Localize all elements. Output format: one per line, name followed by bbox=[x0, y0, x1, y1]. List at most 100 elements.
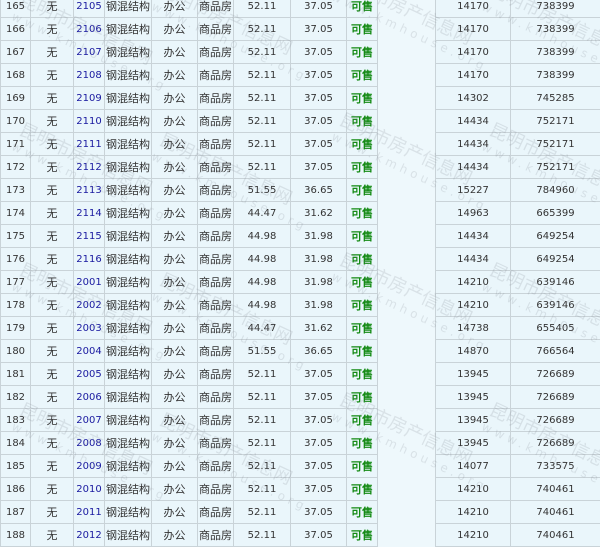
inner-area-cell: 37.05 bbox=[291, 133, 347, 156]
area-cell: 52.11 bbox=[234, 64, 291, 87]
structure-cell: 钢混结构 bbox=[105, 110, 152, 133]
area-cell: 52.11 bbox=[234, 156, 291, 179]
usage-cell: 办公 bbox=[152, 156, 198, 179]
total-price-cell: 738399 bbox=[511, 41, 600, 64]
room-number-link[interactable]: 2002 bbox=[74, 294, 105, 317]
usage-cell: 办公 bbox=[152, 133, 198, 156]
area-cell: 52.11 bbox=[234, 133, 291, 156]
unit-price-cell: 14434 bbox=[436, 110, 511, 133]
unit-price-cell: 14434 bbox=[436, 133, 511, 156]
structure-cell: 钢混结构 bbox=[105, 524, 152, 547]
unit-price-cell: 14434 bbox=[436, 248, 511, 271]
total-price-cell: 733575 bbox=[511, 455, 600, 478]
inner-area-cell: 31.62 bbox=[291, 202, 347, 225]
inner-area-cell: 37.05 bbox=[291, 386, 347, 409]
row-number: 184 bbox=[1, 432, 31, 455]
area-cell: 44.47 bbox=[234, 202, 291, 225]
room-number-link[interactable]: 2114 bbox=[74, 202, 105, 225]
total-price-cell: 740461 bbox=[511, 478, 600, 501]
structure-cell: 钢混结构 bbox=[105, 18, 152, 41]
room-number-link[interactable]: 2108 bbox=[74, 64, 105, 87]
floor-cell: 无 bbox=[31, 0, 74, 18]
blank-cell bbox=[378, 0, 436, 547]
unit-price-cell: 14210 bbox=[436, 271, 511, 294]
room-number-link[interactable]: 2109 bbox=[74, 87, 105, 110]
room-number-link[interactable]: 2115 bbox=[74, 225, 105, 248]
property-type-cell: 商品房 bbox=[198, 386, 234, 409]
unit-price-cell: 15227 bbox=[436, 179, 511, 202]
usage-cell: 办公 bbox=[152, 202, 198, 225]
floor-cell: 无 bbox=[31, 248, 74, 271]
room-number-link[interactable]: 2113 bbox=[74, 179, 105, 202]
area-cell: 52.11 bbox=[234, 524, 291, 547]
unit-price-cell: 13945 bbox=[436, 432, 511, 455]
room-number-link[interactable]: 2005 bbox=[74, 363, 105, 386]
inner-area-cell: 31.62 bbox=[291, 317, 347, 340]
area-cell: 52.11 bbox=[234, 386, 291, 409]
room-number-link[interactable]: 2105 bbox=[74, 0, 105, 18]
structure-cell: 钢混结构 bbox=[105, 478, 152, 501]
unit-price-cell: 14170 bbox=[436, 0, 511, 18]
room-number-link[interactable]: 2110 bbox=[74, 110, 105, 133]
row-number: 173 bbox=[1, 179, 31, 202]
room-number-link[interactable]: 2006 bbox=[74, 386, 105, 409]
room-number-link[interactable]: 2112 bbox=[74, 156, 105, 179]
usage-cell: 办公 bbox=[152, 432, 198, 455]
row-number: 174 bbox=[1, 202, 31, 225]
room-number-link[interactable]: 2001 bbox=[74, 271, 105, 294]
room-number-link[interactable]: 2011 bbox=[74, 501, 105, 524]
room-number-link[interactable]: 2010 bbox=[74, 478, 105, 501]
room-number-link[interactable]: 2107 bbox=[74, 41, 105, 64]
floor-cell: 无 bbox=[31, 455, 74, 478]
property-type-cell: 商品房 bbox=[198, 409, 234, 432]
total-price-cell: 738399 bbox=[511, 0, 600, 18]
area-cell: 52.11 bbox=[234, 432, 291, 455]
room-number-link[interactable]: 2012 bbox=[74, 524, 105, 547]
room-number-link[interactable]: 2007 bbox=[74, 409, 105, 432]
total-price-cell: 784960 bbox=[511, 179, 600, 202]
unit-price-cell: 14170 bbox=[436, 64, 511, 87]
total-price-cell: 655405 bbox=[511, 317, 600, 340]
room-number-link[interactable]: 2004 bbox=[74, 340, 105, 363]
property-type-cell: 商品房 bbox=[198, 0, 234, 18]
unit-price-cell: 13945 bbox=[436, 363, 511, 386]
unit-price-cell: 13945 bbox=[436, 409, 511, 432]
property-type-cell: 商品房 bbox=[198, 340, 234, 363]
row-number: 177 bbox=[1, 271, 31, 294]
unit-price-cell: 14077 bbox=[436, 455, 511, 478]
inner-area-cell: 37.05 bbox=[291, 41, 347, 64]
property-type-cell: 商品房 bbox=[198, 524, 234, 547]
row-number: 180 bbox=[1, 340, 31, 363]
total-price-cell: 745285 bbox=[511, 87, 600, 110]
structure-cell: 钢混结构 bbox=[105, 0, 152, 18]
usage-cell: 办公 bbox=[152, 0, 198, 18]
structure-cell: 钢混结构 bbox=[105, 363, 152, 386]
room-number-link[interactable]: 2003 bbox=[74, 317, 105, 340]
property-type-cell: 商品房 bbox=[198, 478, 234, 501]
room-number-link[interactable]: 2106 bbox=[74, 18, 105, 41]
structure-cell: 钢混结构 bbox=[105, 225, 152, 248]
room-number-link[interactable]: 2009 bbox=[74, 455, 105, 478]
property-type-cell: 商品房 bbox=[198, 110, 234, 133]
room-number-link[interactable]: 2111 bbox=[74, 133, 105, 156]
inner-area-cell: 37.05 bbox=[291, 156, 347, 179]
inner-area-cell: 37.05 bbox=[291, 501, 347, 524]
property-type-cell: 商品房 bbox=[198, 179, 234, 202]
usage-cell: 办公 bbox=[152, 478, 198, 501]
total-price-cell: 740461 bbox=[511, 524, 600, 547]
room-number-link[interactable]: 2116 bbox=[74, 248, 105, 271]
room-number-link[interactable]: 2008 bbox=[74, 432, 105, 455]
status-cell: 可售 bbox=[347, 432, 378, 455]
usage-cell: 办公 bbox=[152, 64, 198, 87]
inner-area-cell: 37.05 bbox=[291, 432, 347, 455]
property-type-cell: 商品房 bbox=[198, 432, 234, 455]
